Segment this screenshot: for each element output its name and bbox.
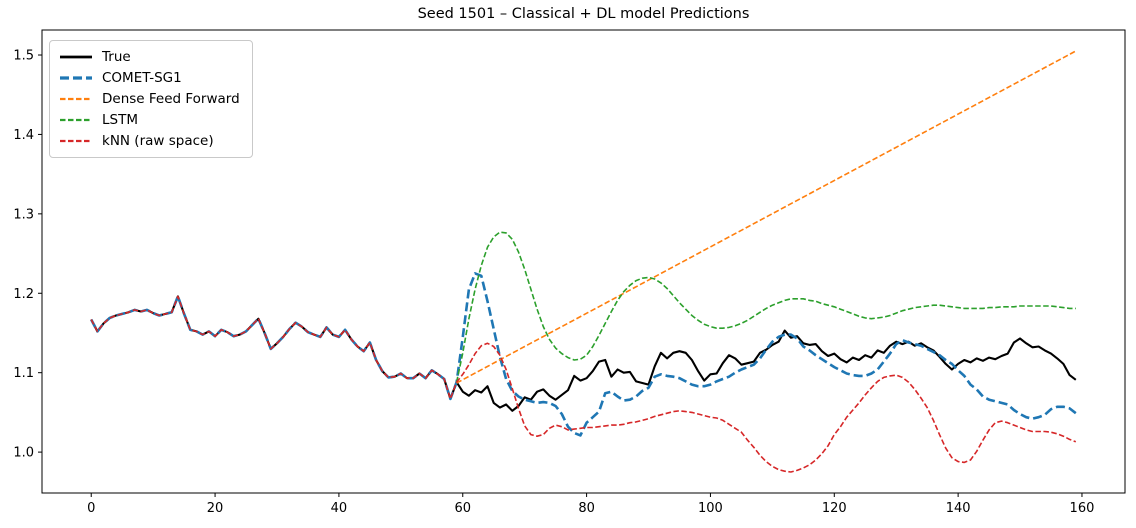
chart-title: Seed 1501 – Classical + DL model Predict… [417, 6, 750, 22]
legend-line-dense-feed-forward-icon [60, 97, 92, 101]
legend-item: Dense Feed Forward [59, 90, 240, 108]
legend-label: kNN (raw space) [102, 133, 214, 149]
x-tick-label: 100 [698, 501, 723, 516]
series-line-dense-feed-forward [456, 50, 1077, 384]
legend: True COMET-SG1 Dense Feed Forward LSTM kNN (… [49, 40, 253, 158]
legend-item: kNN (raw space) [59, 132, 240, 150]
x-tick-label: 120 [822, 501, 847, 516]
legend-label: LSTM [102, 112, 138, 128]
legend-line-lstm-icon [60, 118, 92, 122]
y-tick-label: 1.2 [13, 287, 34, 302]
x-tick-label: 160 [1070, 501, 1095, 516]
legend-line-true-icon [60, 55, 92, 59]
y-tick-label: 1.0 [13, 446, 34, 461]
y-tick-label: 1.4 [13, 128, 34, 143]
plot-border [41, 29, 1126, 494]
y-tick-label: 1.3 [13, 207, 34, 222]
legend-line-knn-raw-space-icon [60, 139, 92, 143]
x-tick-label: 140 [946, 501, 971, 516]
x-tick-label: 20 [207, 501, 224, 516]
x-tick-label: 0 [87, 501, 95, 516]
legend-item: True [59, 48, 240, 66]
series-line-knn-raw-space [90, 295, 1077, 473]
y-tick-label: 1.5 [13, 49, 34, 64]
legend-item: COMET-SG1 [59, 69, 240, 87]
series-line-true [90, 295, 1077, 412]
x-tick-label: 40 [331, 501, 348, 516]
series-line-lstm [455, 231, 1076, 383]
y-tick-label: 1.1 [13, 366, 34, 381]
legend-label: COMET-SG1 [102, 70, 182, 86]
legend-label: True [102, 49, 131, 65]
legend-line-comet-sg1-icon [60, 76, 92, 80]
legend-item: LSTM [59, 111, 240, 129]
legend-label: Dense Feed Forward [102, 91, 240, 107]
x-tick-label: 80 [578, 501, 595, 516]
x-tick-label: 60 [454, 501, 471, 516]
